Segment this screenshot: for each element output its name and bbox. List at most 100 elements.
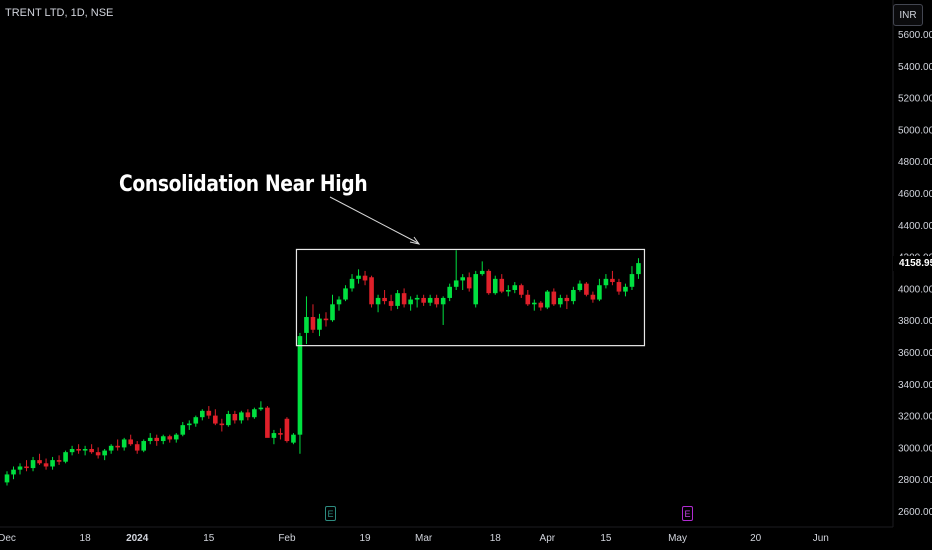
candle bbox=[486, 269, 491, 294]
candle-body bbox=[467, 277, 472, 288]
candle bbox=[473, 271, 478, 308]
candle bbox=[545, 290, 550, 309]
annotation-arrowhead bbox=[410, 237, 419, 244]
price-tick-label: 3000.00 bbox=[898, 443, 932, 454]
candle-body bbox=[617, 282, 622, 292]
candle bbox=[597, 279, 602, 301]
candle bbox=[467, 273, 472, 292]
candle-body bbox=[499, 279, 504, 292]
candle bbox=[167, 435, 172, 443]
candle bbox=[460, 274, 465, 290]
candle bbox=[239, 411, 244, 424]
candle bbox=[174, 433, 179, 443]
candle-body bbox=[356, 276, 361, 279]
price-tick-label: 4800.00 bbox=[898, 157, 932, 168]
candle bbox=[350, 274, 355, 291]
time-tick-label: 2024 bbox=[126, 533, 149, 544]
candle-body bbox=[350, 279, 355, 289]
candle bbox=[304, 296, 309, 344]
time-axis[interactable]: Dec 18 2024 15 Feb 19 Mar 18 Apr 15 May 20 Jun bbox=[0, 533, 829, 544]
candle-body bbox=[402, 293, 407, 304]
candle-body bbox=[57, 460, 62, 462]
candle bbox=[278, 428, 283, 439]
candle-body bbox=[5, 474, 10, 482]
candle bbox=[122, 438, 127, 451]
candle-body bbox=[512, 285, 517, 290]
candle bbox=[382, 290, 387, 304]
candle bbox=[11, 466, 16, 479]
candle-body bbox=[630, 274, 635, 287]
annotation-label: Consolidation Near High bbox=[119, 172, 367, 197]
candle bbox=[193, 416, 198, 427]
candle bbox=[96, 447, 101, 458]
candle-body bbox=[539, 303, 544, 308]
candle bbox=[376, 295, 381, 312]
candle bbox=[44, 459, 49, 470]
candle bbox=[246, 409, 251, 420]
earnings-marker[interactable]: E bbox=[682, 506, 693, 521]
candle bbox=[18, 463, 23, 474]
candle-body bbox=[154, 438, 159, 441]
time-tick-label: 18 bbox=[80, 533, 92, 544]
candle bbox=[285, 417, 290, 442]
time-tick-label: Mar bbox=[415, 533, 433, 544]
earnings-marker[interactable]: E bbox=[325, 506, 336, 521]
candle bbox=[584, 282, 589, 296]
candle bbox=[454, 250, 459, 290]
candle bbox=[141, 439, 146, 452]
price-axis[interactable]: 5600.00 5400.00 5200.00 5000.00 4800.00 4600.… bbox=[898, 30, 932, 518]
candle bbox=[252, 408, 257, 419]
candle bbox=[617, 279, 622, 295]
candle bbox=[148, 433, 153, 444]
candle bbox=[50, 457, 55, 470]
candle-body bbox=[519, 285, 524, 295]
candle-body bbox=[311, 317, 316, 330]
candle bbox=[447, 284, 452, 301]
candle-body bbox=[63, 452, 68, 462]
candle-body bbox=[135, 444, 140, 450]
candle bbox=[369, 276, 374, 308]
candle bbox=[532, 300, 537, 311]
candle-body bbox=[102, 451, 107, 456]
candle-body bbox=[44, 463, 49, 466]
candle-body bbox=[226, 414, 231, 425]
candle-body bbox=[324, 319, 329, 321]
last-price-label: 4158.95 bbox=[893, 256, 932, 271]
candle bbox=[512, 282, 517, 293]
currency-button[interactable]: INR bbox=[893, 4, 923, 26]
time-tick-label: Jun bbox=[813, 533, 829, 544]
time-tick-label: 19 bbox=[359, 533, 371, 544]
candle-body bbox=[337, 300, 342, 305]
candle bbox=[37, 454, 42, 465]
candle bbox=[213, 409, 218, 425]
candle bbox=[76, 444, 81, 454]
annotation-arrow bbox=[330, 197, 418, 243]
candle-body bbox=[636, 263, 641, 274]
candle bbox=[506, 285, 511, 296]
candle bbox=[480, 261, 485, 275]
price-tick-label: 5000.00 bbox=[898, 125, 932, 136]
candle bbox=[291, 433, 296, 444]
candle bbox=[558, 295, 563, 308]
candle-body bbox=[415, 298, 420, 300]
candle-body bbox=[180, 425, 185, 435]
candle bbox=[70, 446, 75, 456]
candle-body bbox=[480, 271, 485, 274]
candle-body bbox=[571, 290, 576, 301]
candle-body bbox=[532, 303, 537, 305]
candle bbox=[565, 295, 570, 309]
candle-body bbox=[187, 424, 192, 426]
candle bbox=[526, 290, 531, 306]
candle-body bbox=[578, 284, 583, 290]
candle-body bbox=[233, 414, 238, 420]
candles bbox=[5, 250, 641, 485]
candle bbox=[337, 296, 342, 310]
price-tick-label: 5200.00 bbox=[898, 94, 932, 105]
candle-body bbox=[128, 439, 133, 444]
candle-body bbox=[317, 319, 322, 330]
candle bbox=[24, 460, 29, 471]
candle bbox=[154, 435, 159, 446]
time-tick-label: 15 bbox=[600, 533, 612, 544]
time-tick-label: 20 bbox=[750, 533, 762, 544]
